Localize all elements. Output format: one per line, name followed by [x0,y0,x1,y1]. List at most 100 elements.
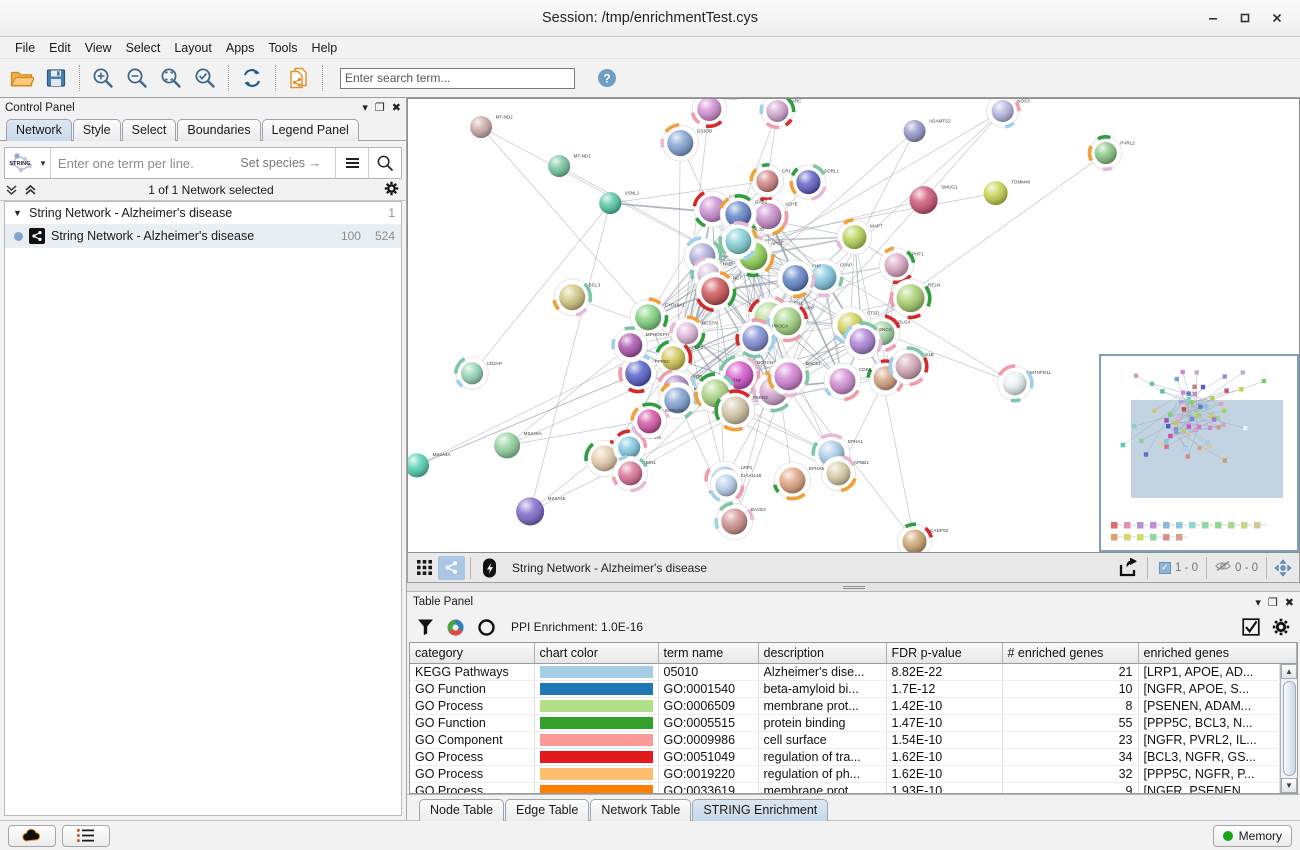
col-chart-color[interactable]: chart color [534,643,659,664]
col-description[interactable]: description [758,643,887,664]
open-session-icon[interactable] [6,62,38,94]
tree-expand-caret-icon[interactable]: ▼ [13,208,22,218]
maximize-button[interactable] [1230,5,1260,31]
tab-node-table[interactable]: Node Table [419,799,505,821]
tab-style[interactable]: Style [72,119,121,141]
menu-layout[interactable]: Layout [174,40,212,55]
filter-icon[interactable] [417,618,434,636]
close-button[interactable] [1262,5,1292,31]
set-species-link[interactable]: Set species → [240,156,321,170]
network-node[interactable]: NCT [695,270,742,313]
tab-select[interactable]: Select [121,119,177,141]
network-node[interactable]: PIK3CA [735,318,789,359]
network-node[interactable]: MS4A4E [516,496,566,526]
network-node[interactable]: BCL3 [552,278,601,317]
network-node[interactable]: IL1B [718,221,764,261]
string-logo-icon[interactable]: STRING [5,148,41,178]
menu-apps[interactable]: Apps [225,40,255,55]
network-node[interactable]: SNCA [842,321,893,360]
network-node[interactable]: CADPS2 [896,522,949,553]
network-node[interactable]: MT-ND1 [548,154,591,178]
zoom-out-icon[interactable] [121,62,153,94]
grid-layout-icon[interactable] [411,556,438,580]
network-view[interactable]: MT-ND2 MT-ND1 VSNL1 ADAMTS2 SMUG1 TOMM40 PVRL2… [407,98,1300,553]
cloud-icon[interactable] [8,824,56,847]
enrichment-table-body-scroll[interactable]: KEGG Pathways 05010 Alzheimer's dise... 8.8… [410,663,1280,793]
tab-network[interactable]: Network [6,119,72,141]
menu-help[interactable]: Help [311,40,338,55]
network-node[interactable]: ACHE [748,196,798,236]
memory-status-button[interactable]: Memory [1212,824,1292,847]
control-panel-float-icon[interactable]: ❐ [374,102,385,114]
network-node[interactable]: CD2AP [454,356,502,390]
network-node[interactable]: SORL1 [789,163,839,201]
network-node[interactable]: GAB2 [719,194,768,233]
network-node[interactable]: RELN [889,278,940,320]
table-vertical-scrollbar[interactable]: ▲ ▼ [1280,663,1297,793]
network-node[interactable]: APP [766,301,814,343]
network-canvas[interactable]: MT-ND2 MT-ND1 VSNL1 ADAMTS2 SMUG1 TOMM40 PVRL2… [408,99,1299,553]
network-node[interactable]: PPP5C [618,353,671,394]
menu-select[interactable]: Select [125,40,161,55]
collapse-all-icon[interactable] [4,183,19,196]
expand-all-icon[interactable] [23,183,38,196]
export-image-icon[interactable] [1115,556,1142,580]
network-node[interactable]: MT-ND2 [470,115,513,139]
network-node[interactable]: SMUG1 [909,185,958,215]
network-node[interactable]: HMOX [690,99,739,129]
network-node[interactable]: CYP19A1 [629,297,685,336]
help-icon[interactable]: ? [591,62,623,94]
col-enriched-count[interactable]: # enriched genes [1002,643,1139,664]
network-node[interactable]: TOMM40 [983,180,1031,206]
control-panel-dropdown-icon[interactable]: ▾ [362,102,368,114]
network-node[interactable]: CDK5 [823,362,872,402]
menu-edit[interactable]: Edit [49,40,71,55]
table-row[interactable]: GO Process GO:0019220 regulation of ph... 1… [410,765,1280,783]
zoom-fit-selected-icon[interactable] [155,62,187,94]
network-node[interactable]: KIAA1149 [709,468,762,502]
network-node[interactable]: MME [658,381,705,419]
annotation-icon[interactable] [476,556,503,580]
network-node[interactable]: MS4A4A [408,452,452,478]
ring-chart-icon[interactable] [477,618,496,637]
donut-chart-icon[interactable] [446,618,465,637]
table-row[interactable]: GO Component GO:0009986 cell surface 1.54E-… [410,731,1280,749]
network-node[interactable]: SORCS1 [630,402,684,439]
network-node[interactable]: ARC [759,99,802,129]
scroll-down-arrow-icon[interactable]: ▼ [1281,778,1297,793]
network-node[interactable]: MTHFD1L [997,364,1052,403]
checked-box-icon[interactable] [1242,618,1260,636]
tab-legend-panel[interactable]: Legend Panel [261,119,359,141]
gear-icon[interactable] [1272,618,1290,636]
network-node[interactable]: PSEN2 [714,389,768,432]
network-node[interactable]: PVRL2 [1087,135,1136,172]
network-node[interactable]: APLP2 [655,339,704,376]
network-node[interactable]: NOS3 [986,99,1030,129]
control-panel-close-icon[interactable]: ✖ [391,102,401,114]
string-term-input[interactable] [50,149,237,177]
selected-edges-indicator[interactable]: 0 - 0 [1209,560,1264,575]
network-tree-item[interactable]: String Network - Alzheimer's disease 100… [5,225,401,248]
network-node[interactable]: CPAP [804,258,852,298]
network-node[interactable]: VSNL1 [599,191,640,215]
tab-edge-table[interactable]: Edge Table [505,799,590,821]
network-node[interactable]: MAPT [835,218,883,255]
network-overview-panel[interactable] [1099,354,1299,552]
network-node[interactable]: EPHA5 [772,461,824,501]
menu-file[interactable]: File [15,40,36,55]
network-node[interactable]: APBB1 [820,455,869,493]
string-search-icon[interactable] [368,148,401,178]
network-node[interactable]: BACE2 [714,501,766,541]
network-node[interactable]: PHF1 [878,246,924,285]
selected-nodes-indicator[interactable]: ✓ 1 - 0 [1153,561,1204,574]
string-species-caret-icon[interactable]: ▼ [39,158,47,168]
export-network-icon[interactable] [283,62,315,94]
network-node[interactable]: BIN1 [611,454,656,493]
zoom-fit-network-icon[interactable] [189,62,221,94]
panel-splitter[interactable] [407,583,1300,592]
share-network-icon[interactable] [438,555,465,580]
network-node[interactable]: ADAMTS2 [903,119,952,143]
network-node[interactable]: NCSTN [669,315,718,350]
scroll-up-arrow-icon[interactable]: ▲ [1281,663,1297,679]
zoom-in-icon[interactable] [87,62,119,94]
